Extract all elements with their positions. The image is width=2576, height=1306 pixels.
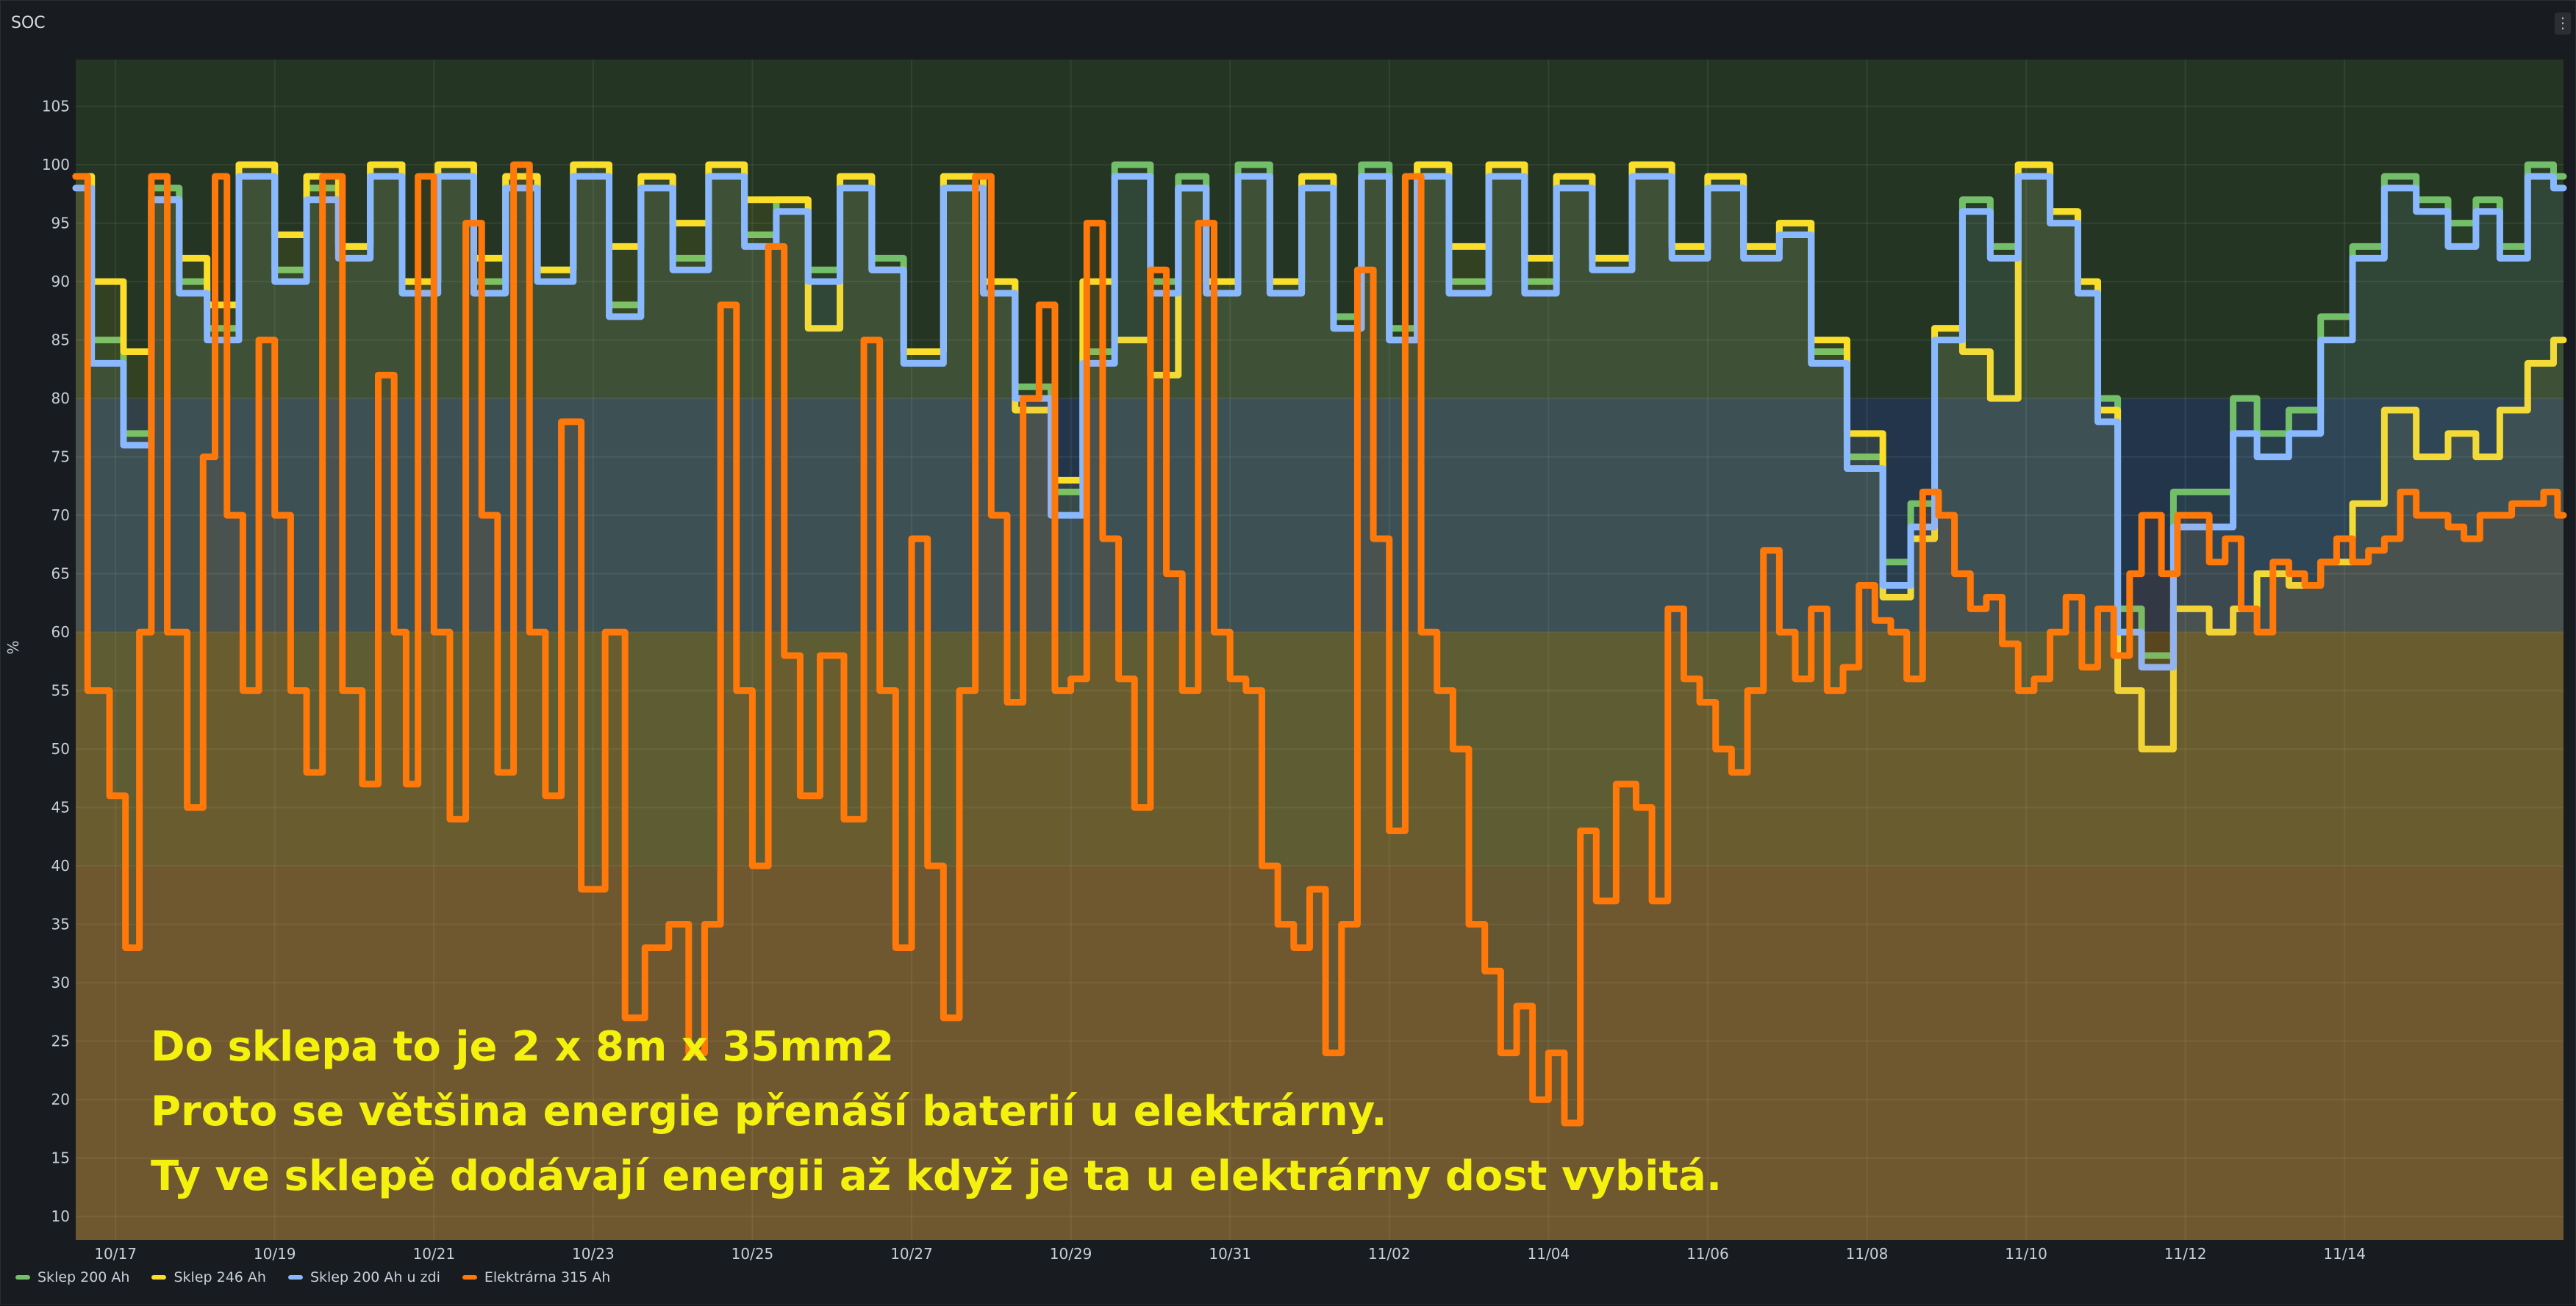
legend-item-elektrarna-315[interactable]: Elektrárna 315 Ah	[462, 1269, 610, 1285]
x-tick-label: 10/23	[572, 1245, 615, 1263]
legend-item-sklep-246[interactable]: Sklep 246 Ah	[151, 1269, 266, 1285]
legend-swatch	[287, 1275, 303, 1280]
x-tick-label: 11/14	[2323, 1245, 2366, 1263]
series-fill	[76, 165, 2564, 1241]
y-tick-label: 70	[51, 506, 70, 524]
legend-swatch	[151, 1275, 167, 1280]
x-tick-label: 10/19	[254, 1245, 296, 1263]
x-tick-label: 11/08	[1846, 1245, 1889, 1263]
y-tick-label: 20	[51, 1091, 70, 1108]
threshold-band	[76, 866, 2564, 1240]
legend: Sklep 200 Ah Sklep 246 Ah Sklep 200 Ah u…	[15, 1269, 610, 1285]
legend-label: Elektrárna 315 Ah	[484, 1269, 611, 1285]
legend-item-sklep-200[interactable]: Sklep 200 Ah	[15, 1269, 129, 1285]
legend-label: Sklep 200 Ah	[37, 1269, 130, 1285]
legend-swatch	[15, 1275, 30, 1280]
x-tick-label: 11/04	[1528, 1245, 1570, 1263]
y-tick-label: 80	[51, 390, 70, 407]
annotation-line-2: Proto se většina energie přenáší baterií…	[151, 1088, 1387, 1135]
y-tick-label: 100	[42, 156, 70, 173]
series-fill	[76, 165, 2564, 1241]
x-tick-label: 10/25	[731, 1245, 774, 1263]
legend-label: Sklep 200 Ah u zdi	[310, 1269, 440, 1285]
series-fill	[76, 165, 2564, 1241]
x-tick-label: 10/31	[1209, 1245, 1251, 1263]
y-tick-label: 30	[51, 974, 70, 991]
y-axis-label: %	[4, 640, 22, 654]
x-tick-label: 10/27	[890, 1245, 933, 1263]
annotation-line-1: Do sklepa to je 2 x 8m x 35mm2	[151, 1023, 894, 1071]
y-tick-label: 65	[51, 565, 70, 583]
y-tick-label: 15	[51, 1149, 70, 1167]
y-tick-label: 25	[51, 1033, 70, 1050]
y-tick-label: 10	[51, 1208, 70, 1225]
x-tick-label: 11/12	[2164, 1245, 2207, 1263]
y-tick-label: 40	[51, 857, 70, 875]
x-tick-label: 11/02	[1368, 1245, 1411, 1263]
x-tick-label: 10/29	[1050, 1245, 1092, 1263]
series-line	[72, 161, 2567, 1127]
series-fill	[76, 176, 2564, 1241]
annotation-line-3: Ty ve sklepě dodávají energii až když je…	[151, 1152, 1722, 1200]
legend-label: Sklep 246 Ah	[173, 1269, 266, 1285]
x-tick-label: 10/21	[412, 1245, 455, 1263]
legend-item-sklep-200-u-zdi[interactable]: Sklep 200 Ah u zdi	[287, 1269, 440, 1285]
legend-swatch	[462, 1275, 477, 1280]
kebab-menu-icon[interactable]: ⋮	[2555, 12, 2571, 35]
panel-title: SOC	[11, 14, 46, 32]
y-tick-label: 85	[51, 331, 70, 349]
y-tick-label: 45	[51, 799, 70, 817]
y-tick-label: 105	[42, 98, 70, 115]
x-tick-label: 10/17	[94, 1245, 137, 1263]
y-tick-label: 90	[51, 273, 70, 290]
y-tick-label: 35	[51, 916, 70, 933]
x-tick-label: 11/06	[1686, 1245, 1729, 1263]
y-tick-label: 55	[51, 682, 70, 700]
threshold-band	[76, 60, 2564, 399]
y-tick-label: 75	[51, 448, 70, 466]
y-tick-label: 60	[51, 623, 70, 641]
x-tick-label: 11/10	[2005, 1245, 2047, 1263]
y-tick-label: 95	[51, 215, 70, 232]
y-tick-label: 50	[51, 740, 70, 758]
